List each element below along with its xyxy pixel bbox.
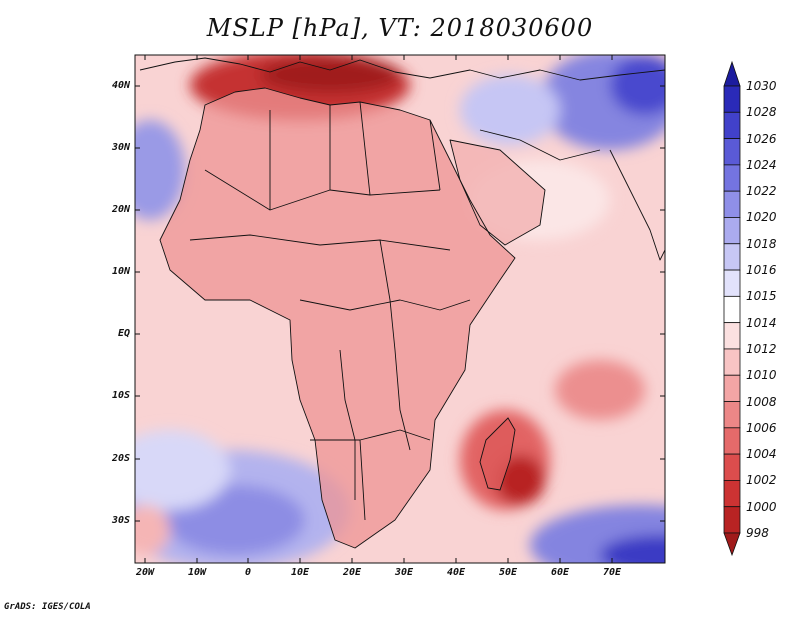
- country-border-west: [269, 101, 441, 210]
- arabian-peninsula: [450, 140, 545, 245]
- country-border-south: [310, 429, 431, 441]
- colorbar-label: 998: [746, 526, 769, 540]
- colorbar-bottom-arrow: [723, 532, 741, 557]
- colorbar-swatch: [723, 164, 741, 192]
- lon-label-60e: 60E: [550, 567, 570, 578]
- credit-text: GrADS: IGES/COLA: [4, 602, 91, 612]
- lat-label-40n: 40N: [111, 80, 130, 91]
- colorbar-label: 1018: [746, 236, 777, 251]
- colorbar-swatch: [723, 85, 741, 113]
- africa-landmass: [160, 88, 515, 548]
- country-border-southwest: [339, 349, 366, 521]
- colorbar-swatch: [723, 217, 741, 245]
- country-border-central: [299, 299, 471, 311]
- colorbar-swatch: [723, 322, 741, 350]
- arabian-ridge: [460, 75, 560, 145]
- colorbar-label: 1020: [746, 210, 777, 225]
- colorbar-swatch: [723, 243, 741, 271]
- colorbar-label: 1030: [746, 79, 777, 93]
- colorbar-swatch: [723, 348, 741, 376]
- lon-label-30e: 30E: [394, 567, 414, 578]
- lon-label-40e: 40E: [446, 567, 466, 578]
- lon-label-20w: 20W: [135, 567, 155, 578]
- colorbar-swatch: [723, 269, 741, 297]
- lon-label-10e: 10E: [290, 567, 310, 578]
- lon-label-10w: 10W: [187, 567, 207, 578]
- country-border-east: [379, 239, 411, 451]
- mediterranean-low-core: [260, 57, 400, 93]
- sw-corner-low: [135, 505, 170, 555]
- colorbar-label: 1000: [746, 499, 777, 514]
- colorbar-swatch: [723, 401, 741, 429]
- colorbar-swatch: [723, 138, 741, 166]
- lon-label-0: 0: [244, 567, 252, 578]
- colorbar-label: 1008: [746, 394, 777, 409]
- madagascar: [479, 417, 516, 491]
- lon-label-20e: 20E: [342, 567, 362, 578]
- colorbar-swatch: [723, 480, 741, 508]
- canary-high: [135, 120, 185, 220]
- colorbar-label: 1026: [746, 131, 777, 146]
- colorbar-label: 1022: [746, 184, 777, 199]
- south-atlantic-ridge: [135, 430, 230, 510]
- lon-label-70e: 70E: [602, 567, 622, 578]
- colorbar-label: 1002: [746, 473, 777, 488]
- lat-ticks: [135, 85, 665, 522]
- lat-label-eq: EQ: [117, 328, 130, 339]
- colorbar-label: 1010: [746, 368, 777, 383]
- colorbar-label: 1014: [746, 315, 777, 330]
- colorbar-top-arrow: [723, 60, 741, 87]
- colorbar-swatch: [723, 427, 741, 455]
- lat-label-30n: 30N: [111, 142, 130, 153]
- lat-label-10s: 10S: [111, 390, 130, 401]
- lat-label-10n: 10N: [111, 266, 130, 277]
- colorbar-swatch: [723, 506, 741, 534]
- colorbar-swatch: [723, 453, 741, 481]
- plot-frame: [134, 54, 666, 564]
- colorbar-label: 1016: [746, 263, 777, 278]
- indian-ocean-trough: [555, 360, 645, 420]
- lat-label-20n: 20N: [111, 204, 130, 215]
- country-border-sahel: [189, 234, 451, 251]
- colorbar: [723, 60, 741, 557]
- lon-label-50e: 50E: [498, 567, 518, 578]
- colorbar-swatch: [723, 374, 741, 402]
- asian-high-core: [610, 55, 665, 115]
- south-indian-high-core: [600, 535, 665, 563]
- colorbar-label: 1004: [746, 447, 777, 462]
- colorbar-label: 1012: [746, 341, 777, 356]
- lon-ticks: [144, 55, 613, 563]
- colorbar-label: 1006: [746, 420, 777, 435]
- arabia-coastline: [449, 139, 546, 246]
- africa-coastline: [159, 87, 516, 549]
- europe-coastline: [139, 57, 665, 81]
- colorbar-swatch: [723, 111, 741, 139]
- india-coastline: [609, 149, 665, 261]
- colorbar-label: 1028: [746, 105, 777, 120]
- persia-coast: [479, 129, 601, 161]
- colorbar-label: 1024: [746, 157, 777, 172]
- colorbar-swatch: [723, 190, 741, 218]
- colorbar-swatch: [723, 295, 741, 324]
- lat-label-30s: 30S: [111, 515, 130, 526]
- lat-label-20s: 20S: [111, 453, 130, 464]
- colorbar-label: 1015: [746, 289, 777, 304]
- map-title: MSLP [hPa], VT: 2018030600: [206, 14, 594, 42]
